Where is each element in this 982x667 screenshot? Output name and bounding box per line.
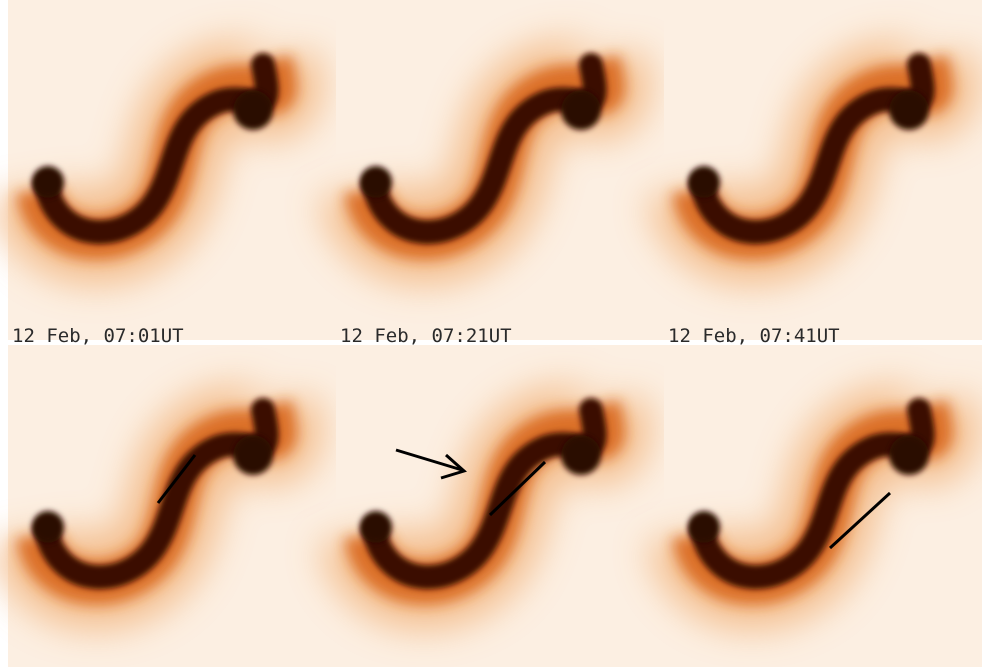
panel-label: 12 Feb, 07:01UT [12,325,184,347]
panel [664,345,982,667]
panel [336,0,664,340]
figure: 12 Feb, 07:01UT 12 Feb, 07:21UT 12 Feb, … [0,0,982,667]
panel [664,0,982,340]
panel-label: 12 Feb, 07:21UT [340,325,512,347]
panel-label: 12 Feb, 07:41UT [668,325,840,347]
panel [8,0,336,340]
panel [8,345,336,667]
